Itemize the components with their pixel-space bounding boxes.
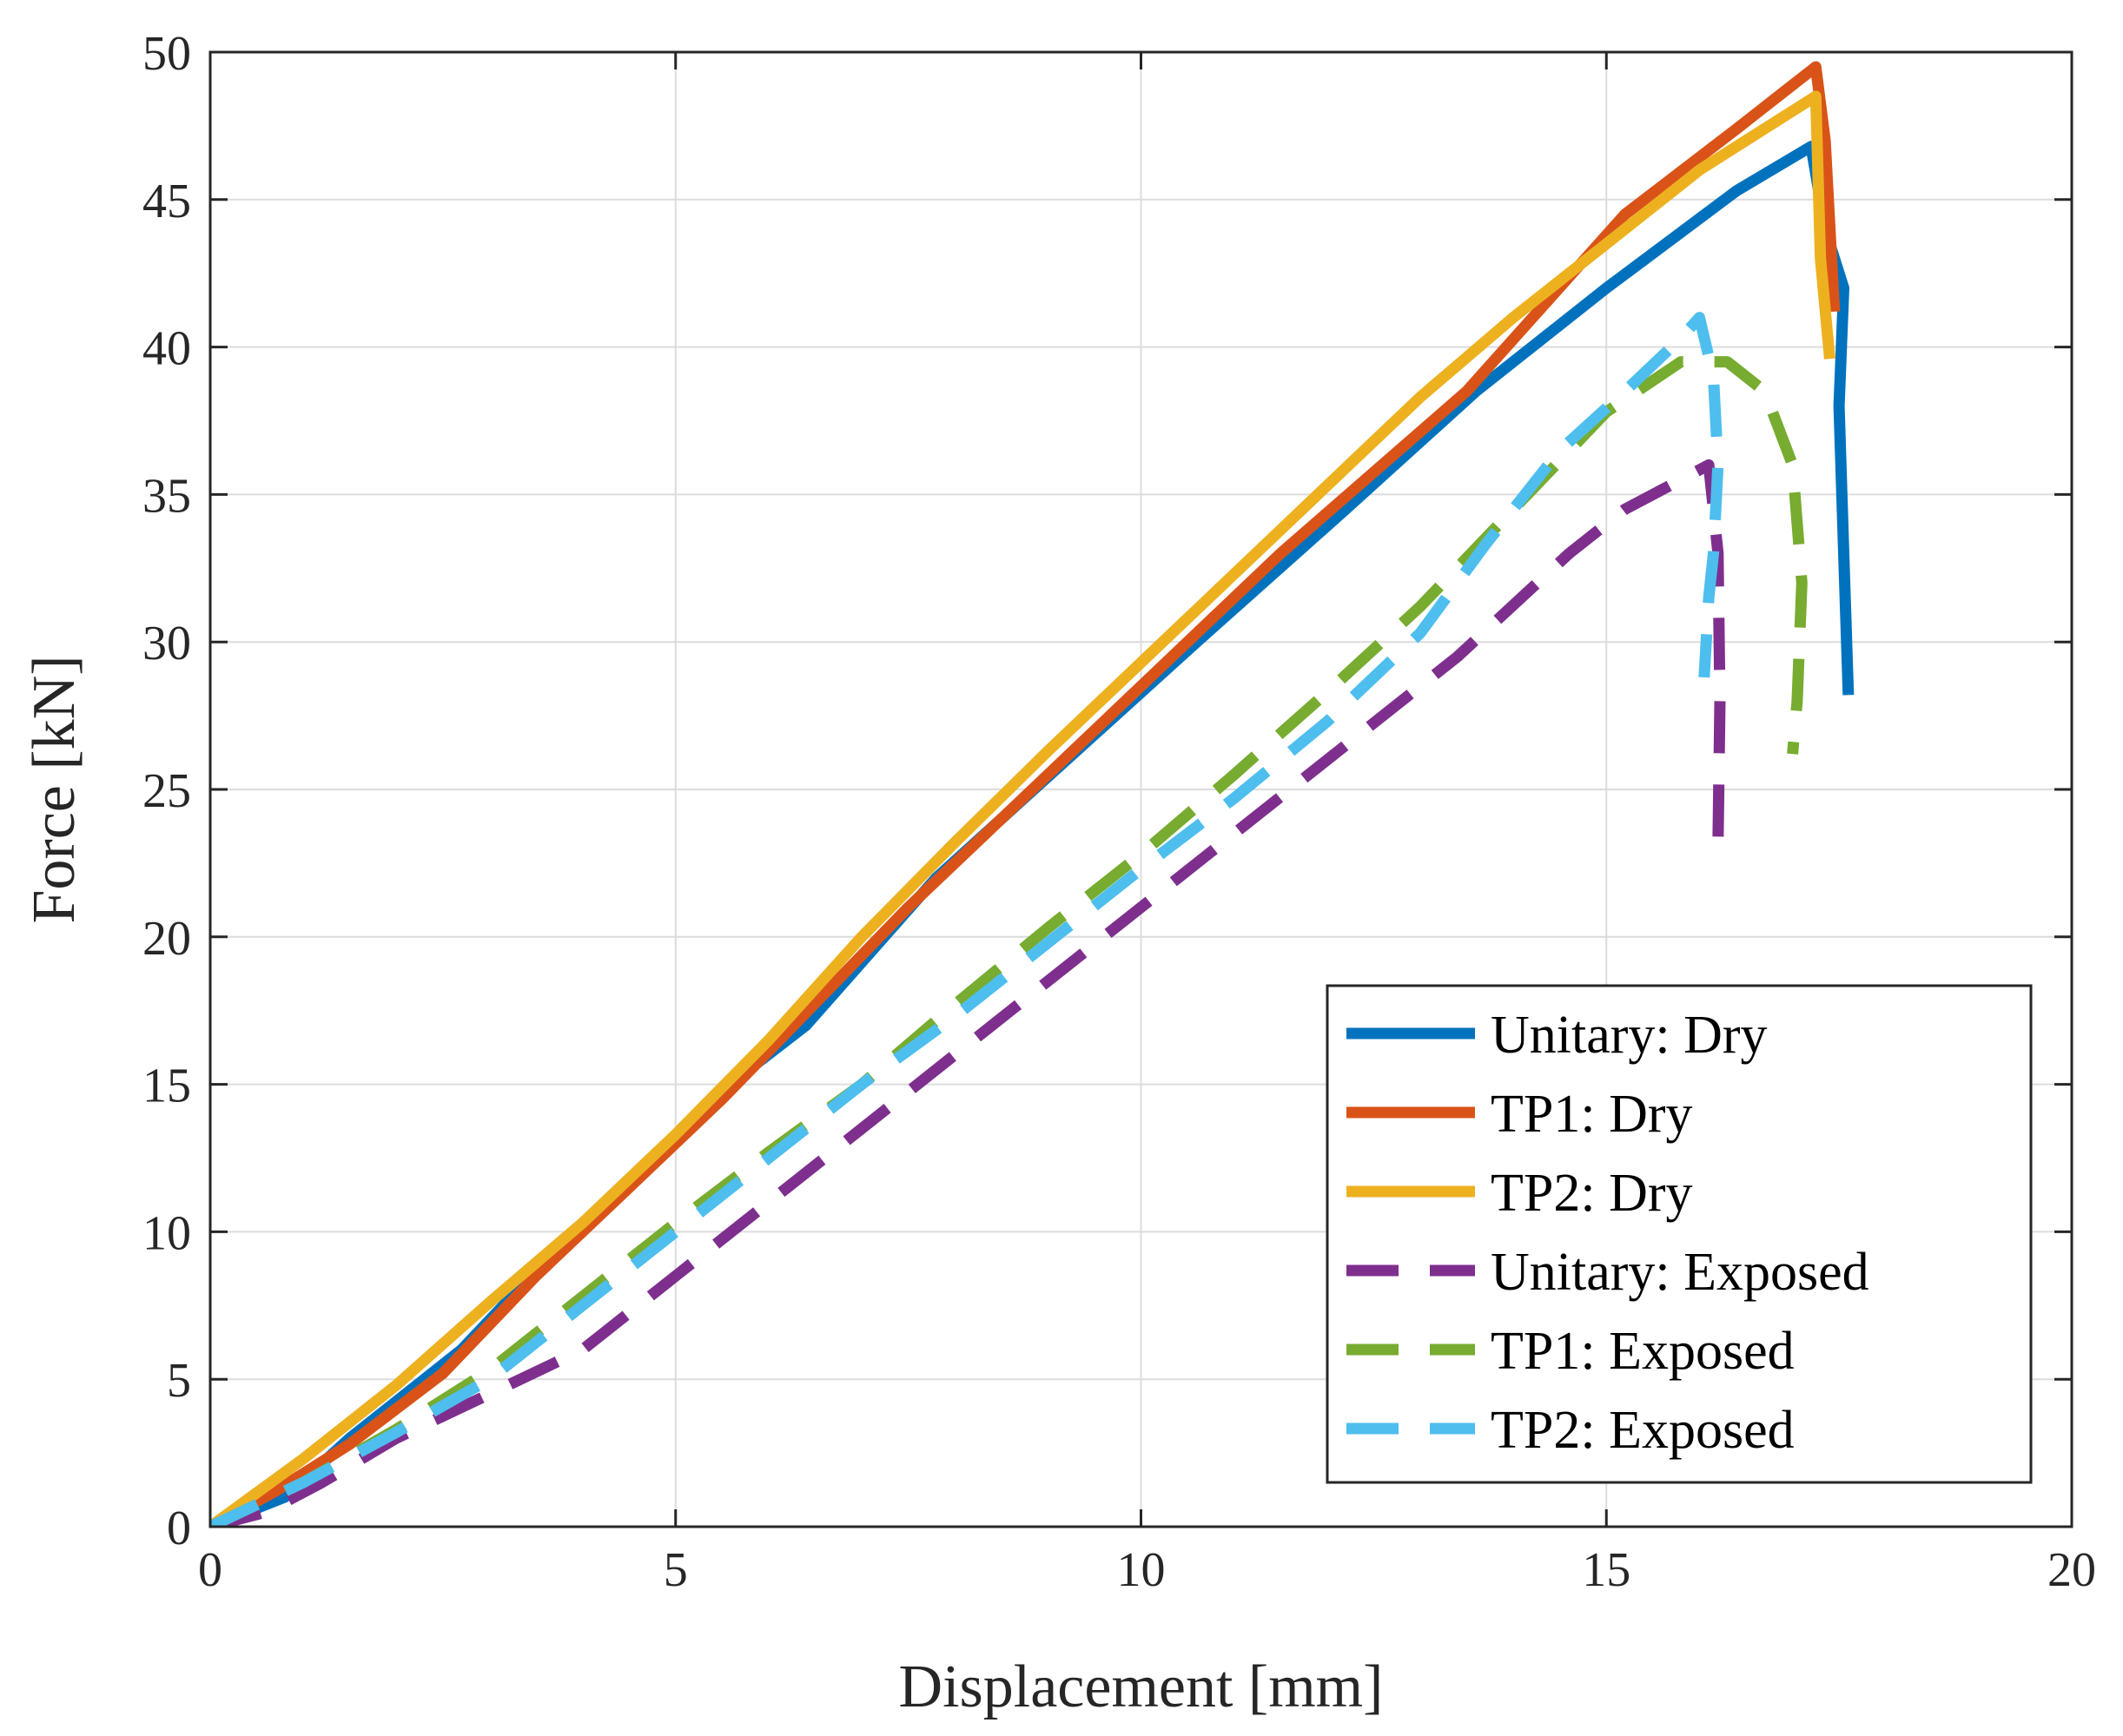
legend-label-tp1-dry: TP1: Dry <box>1491 1085 1693 1144</box>
series-line-tp2-dry <box>210 90 1835 1527</box>
x-tick-label: 20 <box>2047 1543 2096 1597</box>
y-tick-label: 25 <box>142 764 191 818</box>
y-tick-label: 40 <box>142 322 191 376</box>
legend-label-unitary-exposed: Unitary: Exposed <box>1491 1243 1869 1302</box>
y-axis-label: Force [kN] <box>21 655 88 923</box>
series-line-tp1-dry <box>210 61 1841 1527</box>
legend-label-tp2-exposed: TP2: Exposed <box>1491 1401 1795 1460</box>
y-tick-label: 50 <box>142 27 191 81</box>
legend-label-unitary-dry: Unitary: Dry <box>1491 1006 1768 1065</box>
x-tick-label: 15 <box>1582 1543 1630 1597</box>
y-tick-label: 5 <box>167 1354 191 1408</box>
legend: Unitary: Dry TP1: Dry TP2: Dry Unitary: Exp… <box>1326 984 2033 1484</box>
legend-label-tp1-exposed: TP1: Exposed <box>1491 1322 1795 1381</box>
y-tick-label: 0 <box>167 1502 191 1555</box>
series-line-tp2-exposed <box>210 312 1724 1527</box>
x-tick-label: 10 <box>1117 1543 1166 1597</box>
y-tick-label: 15 <box>142 1059 191 1113</box>
x-tick-label: 5 <box>664 1543 688 1597</box>
y-tick-label: 20 <box>142 912 191 966</box>
legend-label-tp2-dry: TP2: Dry <box>1491 1164 1693 1223</box>
series-line-tp1-exposed <box>210 356 1808 1527</box>
axis-ticks: 0 5 10 15 20 0 5 10 15 20 25 30 35 40 45 50 <box>142 27 2096 1597</box>
y-tick-label: 35 <box>142 469 191 523</box>
series-layer <box>210 61 1855 1527</box>
x-axis-label: Displacement [mm] <box>899 1653 1384 1720</box>
grid-lines <box>210 52 2072 1527</box>
series-line-unitary-exposed <box>210 459 1726 1527</box>
x-tick-label: 0 <box>198 1543 222 1597</box>
y-tick-label: 10 <box>142 1206 191 1260</box>
y-tick-label: 45 <box>142 175 191 228</box>
y-tick-label: 30 <box>142 617 191 670</box>
legend-box <box>1326 984 2033 1484</box>
